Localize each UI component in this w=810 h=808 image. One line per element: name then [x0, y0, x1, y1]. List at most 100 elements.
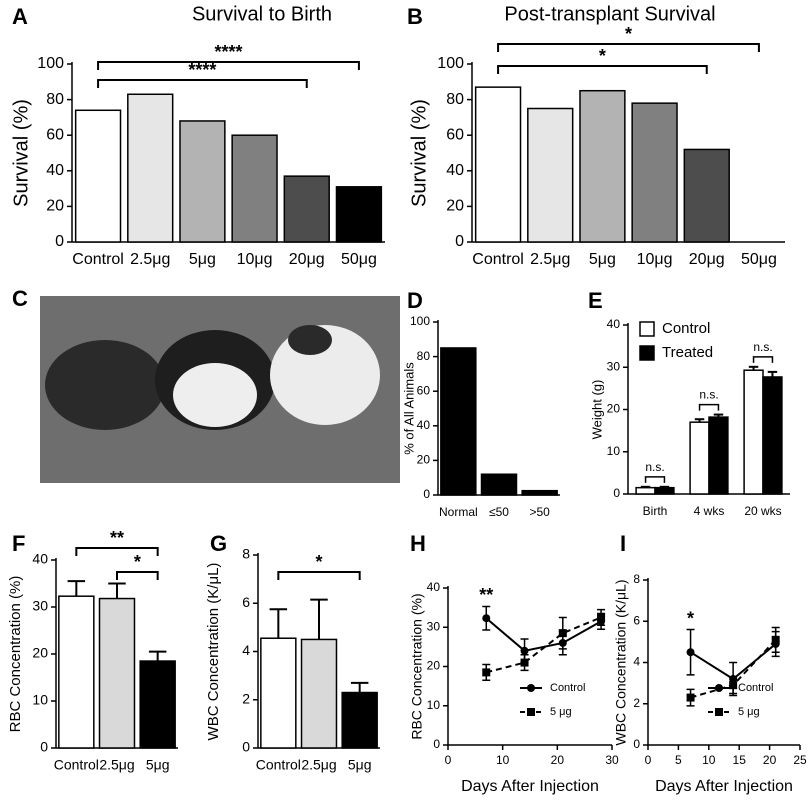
panel-label: H — [410, 531, 426, 556]
chart-panel: D % of All Animals 0 20 40 60 80 100 Normal ≤50 >5… — [401, 288, 560, 519]
chart-panel: A Survival to Birth Survival (%) 0 20 40 60 80 1… — [10, 3, 385, 268]
significance-bracket — [75, 547, 159, 556]
x-tick-label: 20μg — [689, 251, 725, 268]
y-tick-label: 20 — [427, 659, 441, 673]
y-tick-label: 30 — [427, 619, 441, 633]
y-tick-label: 10 — [607, 444, 621, 458]
x-tick-label: 15 — [733, 753, 747, 767]
x-tick-label: 5 — [675, 753, 682, 767]
y-tick-label: 40 — [427, 580, 441, 594]
bar — [527, 107, 574, 243]
mouse-dark-patch — [288, 325, 332, 355]
bar — [335, 186, 383, 243]
x-tick-label: 5μg — [589, 251, 616, 268]
y-tick-label: 40 — [32, 551, 48, 567]
y-tick-label: 30 — [607, 359, 621, 373]
y-axis-label: % of All Animals — [401, 362, 416, 455]
y-tick-label: 100 — [410, 314, 430, 328]
x-tick-label: 20 wks — [744, 504, 781, 518]
annotation: * — [599, 46, 606, 66]
y-tick-label: 10 — [32, 692, 48, 708]
significance-bracket — [644, 476, 666, 483]
bar — [474, 86, 522, 243]
bar — [283, 175, 330, 243]
y-axis-label: Weight (g) — [589, 380, 604, 440]
bar — [58, 595, 95, 749]
data-point — [686, 648, 695, 657]
bar — [762, 376, 783, 495]
y-tick-label: 8 — [242, 546, 250, 562]
y-tick-label: 80 — [46, 91, 64, 108]
x-tick-label: 0 — [645, 753, 652, 767]
significance-bracket — [97, 61, 360, 70]
y-tick-label: 0 — [455, 233, 464, 250]
annotation: n.s. — [753, 340, 772, 354]
y-tick-label: 0 — [242, 739, 250, 755]
bar — [139, 660, 176, 749]
x-tick-label: Control — [72, 251, 124, 268]
legend-label: Control — [550, 682, 585, 694]
chart-title: Post-transplant Survival — [504, 3, 715, 25]
y-tick-label: 6 — [242, 594, 250, 610]
legend-marker — [527, 684, 535, 692]
annotation: * — [134, 552, 141, 572]
panel-label: G — [210, 531, 227, 556]
chart-title: Survival to Birth — [192, 3, 332, 25]
x-tick-label: 20μg — [289, 251, 325, 268]
photo-panel: C — [12, 286, 400, 483]
y-tick-label: 0 — [55, 233, 64, 250]
panel-label: B — [407, 4, 423, 29]
panel-label: D — [407, 288, 423, 313]
x-tick-label: 4 wks — [694, 504, 725, 518]
y-tick-label: 0 — [433, 737, 440, 751]
x-tick-label: 50μg — [741, 251, 777, 268]
x-tick-label: 5μg — [348, 757, 372, 773]
bar — [579, 89, 626, 243]
bar — [743, 369, 764, 495]
y-tick-label: 20 — [446, 198, 464, 215]
legend-label: Treated — [662, 344, 713, 361]
x-tick-label: Birth — [643, 504, 668, 518]
x-tick-label: Control — [256, 757, 301, 773]
bar — [300, 638, 338, 749]
data-point — [729, 681, 738, 690]
mouse — [45, 340, 165, 430]
chart-panel: G WBC Concentration (K/μL) 0 2 4 6 8 Control 2.5… — [205, 531, 380, 773]
annotation: ** — [110, 528, 124, 548]
y-tick-label: 20 — [46, 198, 64, 215]
x-tick-label: 2.5μg — [99, 757, 134, 773]
y-axis-label: WBC Concentration (K/μL) — [205, 563, 222, 741]
annotation: * — [687, 608, 694, 628]
y-tick-label: 80 — [446, 91, 464, 108]
legend-label: 5 μg — [738, 706, 760, 718]
y-tick-label: 0 — [40, 739, 48, 755]
y-tick-label: 20 — [417, 453, 431, 467]
y-tick-label: 20 — [32, 645, 48, 661]
significance-bracket — [277, 571, 361, 580]
y-tick-label: 2 — [633, 696, 640, 710]
bar — [480, 473, 518, 496]
panel-label: C — [12, 286, 28, 311]
annotation: n.s. — [645, 460, 664, 474]
x-tick-label: 5μg — [146, 757, 170, 773]
series-line — [485, 617, 602, 652]
annotation: * — [625, 24, 632, 44]
bar — [683, 148, 730, 243]
panel-label: E — [588, 288, 603, 313]
legend-marker — [527, 708, 535, 716]
y-tick-label: 2 — [242, 690, 250, 706]
x-tick-label: 10 — [702, 753, 716, 767]
y-tick-label: 60 — [417, 383, 431, 397]
annotation: n.s. — [699, 388, 718, 402]
y-tick-label: 100 — [437, 55, 464, 72]
bar — [341, 691, 378, 749]
significance-bracket — [752, 356, 774, 363]
x-tick-label: 50μg — [341, 251, 377, 268]
bar — [127, 93, 174, 243]
data-point — [520, 646, 529, 655]
mouse-white-patch — [173, 363, 257, 427]
y-tick-label: 4 — [242, 642, 250, 658]
y-tick-label: 60 — [46, 126, 64, 143]
x-tick-label: 0 — [445, 753, 452, 767]
